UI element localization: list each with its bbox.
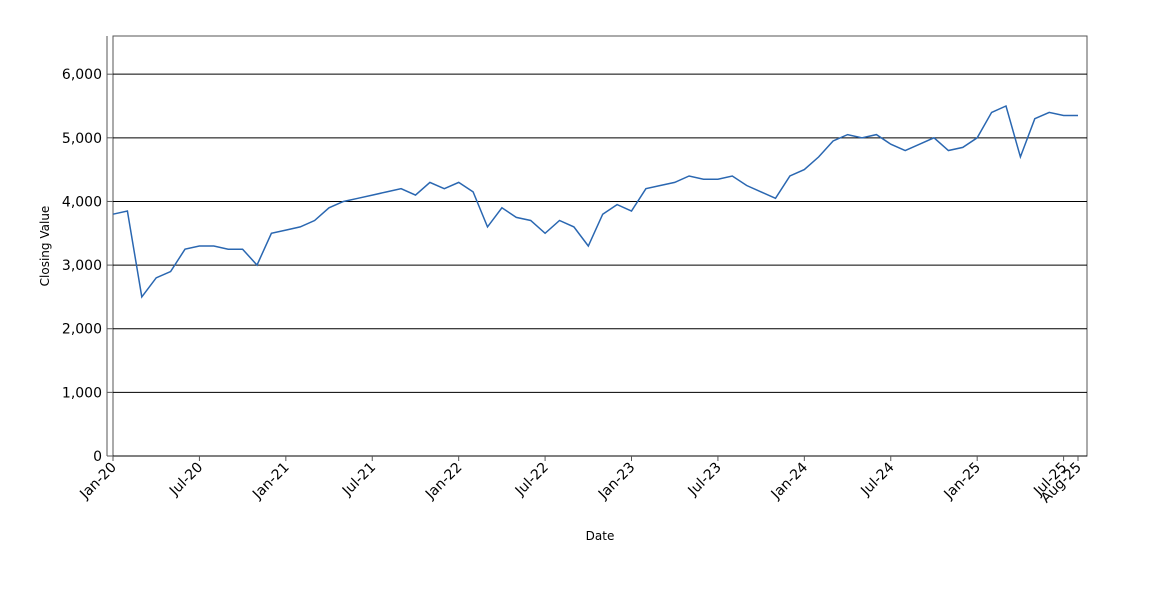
x-tick-label: Jul-22 [512, 460, 552, 500]
y-tick-label: 6,000 [62, 67, 102, 83]
series-line [112, 104, 1078, 299]
x-tick-label: Jan-22 [422, 460, 465, 503]
x-tick-label: Jan-21 [249, 460, 292, 503]
y-axis-label: Closing Value [38, 206, 52, 287]
y-tick-label: 0 [93, 449, 102, 465]
y-tick-label: 5,000 [62, 131, 102, 147]
x-tick-label: Jan-20 [76, 460, 119, 503]
x-tick-label: Jul-23 [685, 460, 725, 500]
x-tick-label: Jul-20 [166, 460, 206, 500]
plot-area [112, 35, 1088, 457]
y-tick-label: 4,000 [62, 194, 102, 210]
y-tick-label: 3,000 [62, 258, 102, 274]
y-tick-label: 2,000 [62, 322, 102, 338]
x-tick-label: Jul-24 [857, 459, 897, 499]
x-tick-label: Jul-21 [339, 460, 379, 500]
x-tick-label: Jan-23 [595, 460, 638, 503]
y-tick-label: 1,000 [62, 385, 102, 401]
x-axis-label: Date [586, 529, 615, 543]
x-tick-label: Jan-24 [768, 459, 812, 503]
x-tick-label: Jan-25 [941, 460, 984, 503]
